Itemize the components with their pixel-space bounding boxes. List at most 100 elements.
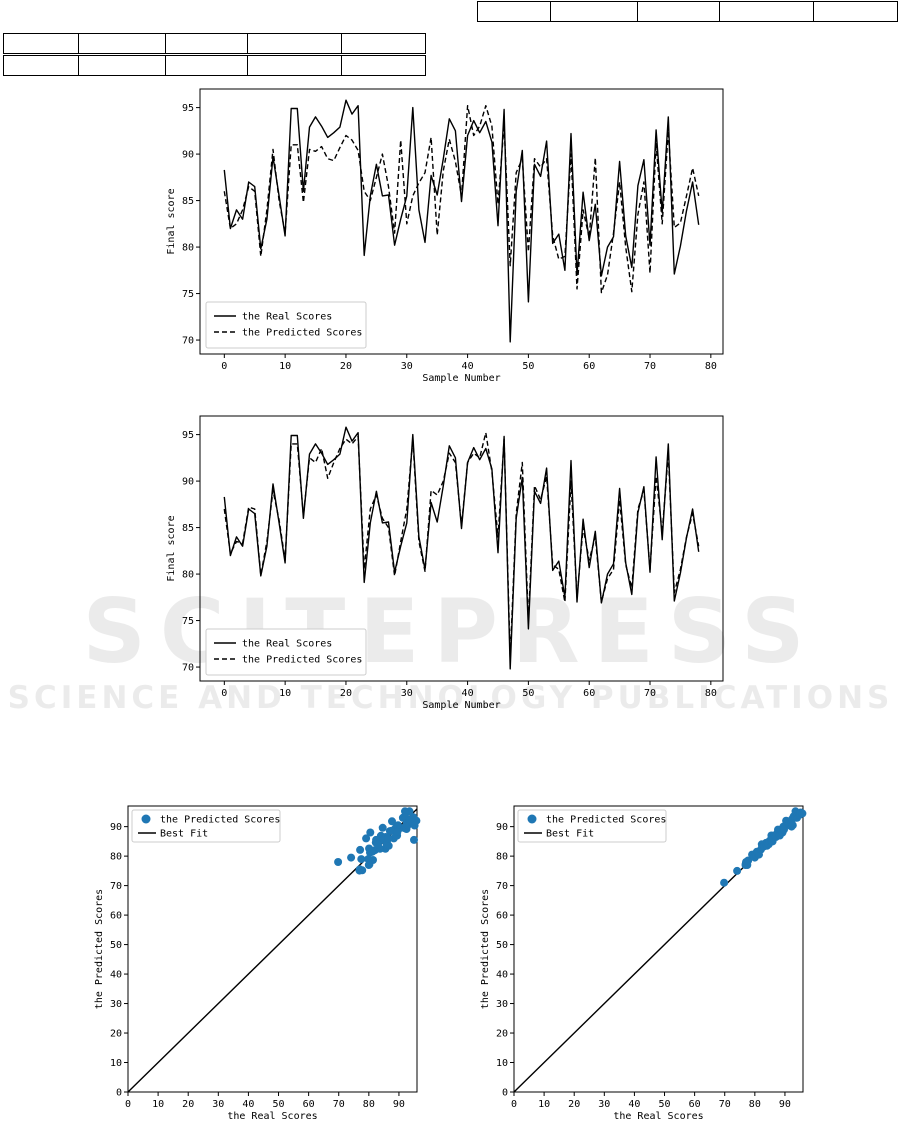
x-tick-label: 20 [340, 361, 352, 372]
data-point [798, 809, 807, 818]
x-tick-label: 80 [705, 688, 717, 699]
x-tick-label: 30 [212, 1099, 224, 1110]
table-cell [477, 1, 551, 22]
y-axis-label: the Predicted Scores [94, 889, 105, 1009]
x-tick-label: 80 [363, 1099, 375, 1110]
series-line-predicted [223, 105, 700, 294]
legend-label: the Predicted Scores [160, 815, 280, 826]
data-point [364, 861, 373, 869]
y-tick-label: 95 [182, 103, 194, 114]
series-line-real [223, 426, 700, 670]
series-line-predicted [223, 432, 700, 659]
x-tick-label: 70 [719, 1099, 731, 1110]
data-point [733, 866, 742, 875]
x-tick-label: 50 [522, 688, 534, 699]
table-fragment-left [3, 55, 426, 76]
y-tick-label: 90 [496, 822, 508, 833]
x-tick-label: 40 [462, 361, 474, 372]
data-point [362, 834, 371, 843]
x-tick-label: 50 [522, 361, 534, 372]
legend-label: Best Fit [160, 829, 208, 840]
y-tick-label: 80 [110, 852, 122, 863]
x-tick-label: 40 [242, 1099, 254, 1110]
x-tick-label: 80 [705, 361, 717, 372]
x-tick-label: 50 [272, 1099, 284, 1110]
data-point [788, 821, 797, 830]
table-cell [3, 55, 79, 76]
x-tick-label: 20 [182, 1099, 194, 1110]
y-tick-label: 70 [182, 336, 194, 347]
y-axis-label: the Predicted Scores [480, 889, 491, 1009]
table-cell [3, 33, 79, 54]
x-tick-label: 10 [538, 1099, 550, 1110]
y-tick-label: 85 [182, 523, 194, 534]
table-row [3, 55, 426, 76]
legend-box [205, 628, 367, 676]
x-tick-label: 90 [393, 1099, 405, 1110]
data-point [378, 823, 387, 832]
table-cell [247, 55, 342, 76]
table-row [477, 1, 898, 22]
x-tick-label: 30 [401, 361, 413, 372]
y-tick-label: 0 [502, 1088, 508, 1099]
x-axis-label: Sample Number [422, 373, 500, 384]
data-point [384, 834, 393, 843]
data-point [744, 856, 753, 865]
y-tick-label: 90 [182, 477, 194, 488]
table-cell [247, 33, 342, 54]
data-point [357, 855, 366, 864]
scatter-chart-2: 0 10 20 30 40 50 60 70 80 90 0 10 20 30 40 50 60 70 80 90 th… [480, 805, 807, 1122]
x-tick-label: 80 [749, 1099, 761, 1110]
x-tick-label: 10 [152, 1099, 164, 1110]
table-fragment-top-right [477, 1, 898, 22]
y-tick-label: 90 [110, 822, 122, 833]
data-point [401, 807, 409, 816]
table-cell [341, 55, 426, 76]
y-tick-label: 80 [496, 852, 508, 863]
legend-marker [527, 814, 537, 824]
y-tick-label: 70 [182, 663, 194, 674]
y-tick-label: 30 [496, 999, 508, 1010]
y-tick-label: 10 [110, 1058, 122, 1069]
legend-box [517, 809, 667, 843]
y-tick-label: 75 [182, 616, 194, 627]
table-cell [341, 33, 426, 54]
table-cell [637, 1, 720, 22]
x-tick-label: 50 [658, 1099, 670, 1110]
plot-frame [199, 88, 724, 355]
x-tick-label: 70 [333, 1099, 345, 1110]
y-tick-label: 50 [496, 940, 508, 951]
y-tick-label: 95 [182, 430, 194, 441]
legend-label: the Predicted Scores [242, 655, 362, 666]
y-tick-label: 70 [110, 881, 122, 892]
y-tick-label: 80 [182, 243, 194, 254]
y-tick-label: 50 [110, 940, 122, 951]
y-tick-label: 90 [182, 150, 194, 161]
x-tick-label: 0 [511, 1099, 517, 1110]
x-tick-label: 0 [125, 1099, 131, 1110]
x-axis-label: the Real Scores [227, 1111, 317, 1122]
x-tick-label: 0 [221, 688, 227, 699]
table-cell [813, 1, 898, 22]
data-point [334, 858, 343, 866]
data-point [373, 840, 382, 849]
data-point [356, 845, 365, 854]
data-point [720, 878, 729, 887]
x-tick-label: 30 [598, 1099, 610, 1110]
data-point [780, 825, 788, 834]
legend-box [205, 301, 367, 349]
x-tick-label: 60 [689, 1099, 701, 1110]
y-tick-label: 75 [182, 289, 194, 300]
y-tick-label: 80 [182, 570, 194, 581]
x-tick-label: 60 [583, 361, 595, 372]
data-point [355, 866, 364, 875]
legend-label: the Real Scores [242, 639, 332, 650]
series-line-real [223, 99, 700, 343]
plot-frame [199, 415, 724, 682]
y-tick-label: 60 [110, 911, 122, 922]
data-point [368, 847, 377, 856]
table-cell [719, 1, 814, 22]
x-tick-label: 90 [779, 1099, 791, 1110]
legend-label: the Real Scores [242, 312, 332, 323]
x-tick-label: 30 [401, 688, 413, 699]
